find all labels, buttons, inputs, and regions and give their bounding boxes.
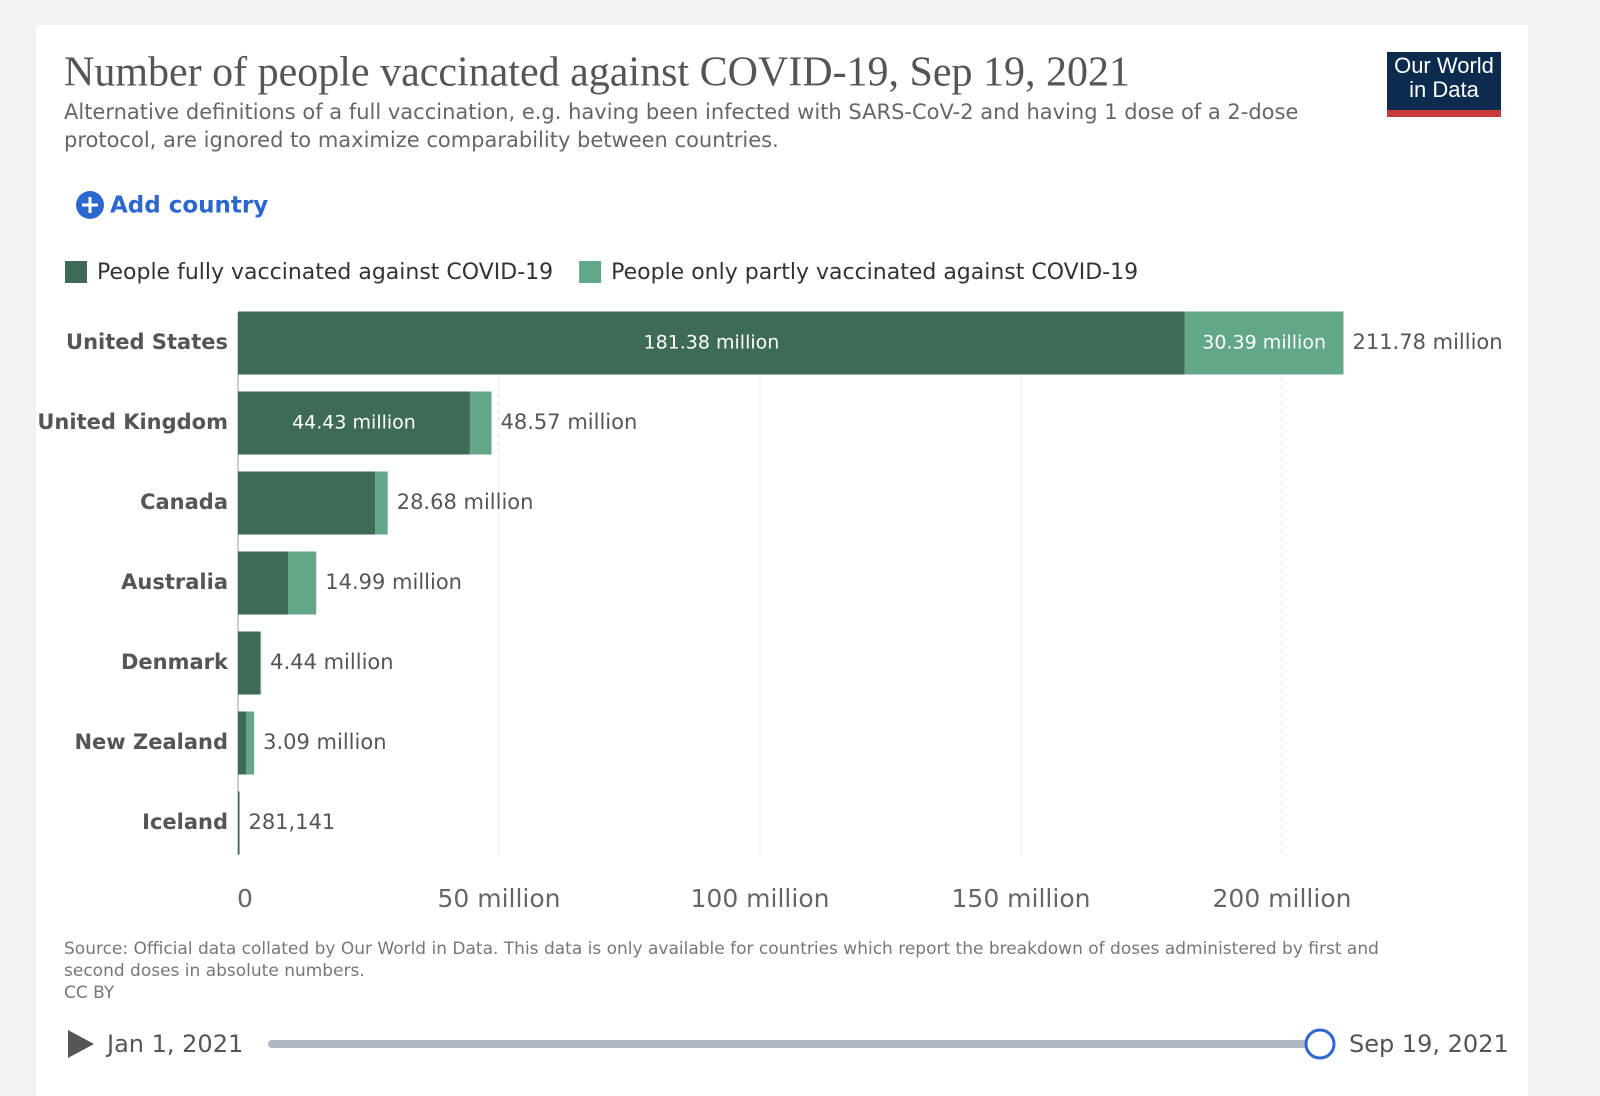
bar-segment — [245, 711, 255, 775]
logo-box: Our World in Data — [1394, 54, 1494, 102]
source-box: Source: Official data collated by Our Wo… — [64, 938, 1424, 1004]
bar-value-label: 181.38 million — [644, 332, 780, 354]
legend-swatch — [65, 261, 87, 283]
total-label: 48.57 million — [501, 410, 638, 434]
logo-text: Our World in Data — [1394, 54, 1494, 102]
y-tick-label: Australia — [121, 570, 228, 594]
total-label: 4.44 million — [270, 650, 393, 674]
bar-segment — [469, 391, 492, 455]
bar-value-label: 30.39 million — [1202, 332, 1326, 354]
timeline-end: Sep 19, 2021 — [1349, 1030, 1509, 1058]
bar-segment — [238, 311, 1185, 375]
legend-label: People only partly vaccinated against CO… — [611, 260, 1138, 285]
chart-subtitle: Alternative definitions of a full vaccin… — [64, 100, 1299, 152]
logo-stripe — [1387, 110, 1501, 117]
x-tick-label: 50 million — [437, 884, 560, 913]
x-tick-label: 150 million — [952, 884, 1091, 913]
timeline-start: Jan 1, 2021 — [105, 1030, 243, 1058]
total-label: 211.78 million — [1352, 330, 1502, 354]
bar-segment — [238, 711, 246, 775]
license: CC BY — [64, 983, 115, 1003]
source-text: Source: Official data collated by Our Wo… — [64, 939, 1379, 981]
add-country-label[interactable]: Add country — [110, 193, 268, 219]
y-tick-label: New Zealand — [74, 730, 228, 754]
total-label: 14.99 million — [325, 570, 462, 594]
bar-segment — [238, 791, 240, 855]
y-tick-label: United States — [66, 330, 228, 354]
bar-segment — [238, 551, 289, 615]
subtitle-box: Alternative definitions of a full vaccin… — [64, 100, 1299, 152]
total-label: 281,141 — [248, 810, 335, 834]
timeline: Jan 1, 2021 Sep 19, 2021 — [68, 1028, 1509, 1060]
chart-title: Number of people vaccinated against COVI… — [64, 50, 1130, 96]
bar-segment — [375, 471, 388, 535]
bar-segment — [238, 391, 470, 455]
bar-segment — [238, 631, 261, 695]
logo-bg — [1387, 52, 1501, 110]
play-button[interactable] — [68, 1030, 94, 1058]
logo[interactable]: Our World in Data — [1387, 52, 1501, 117]
bar-segment — [238, 471, 376, 535]
x-tick-label: 100 million — [691, 884, 830, 913]
x-tick-label: 200 million — [1213, 884, 1352, 913]
bar-segment — [260, 631, 262, 695]
y-tick-label: Denmark — [121, 650, 229, 674]
timeline-track[interactable] — [268, 1040, 1320, 1048]
add-country[interactable]: Add country — [76, 191, 268, 219]
y-tick-label: United Kingdom — [37, 410, 228, 434]
timeline-handle[interactable] — [1304, 1028, 1336, 1060]
total-label: 28.68 million — [397, 490, 534, 514]
y-tick-label: Iceland — [142, 810, 228, 834]
y-tick-label: Canada — [140, 490, 228, 514]
legend-label: People fully vaccinated against COVID-19 — [97, 260, 553, 285]
bar-segment — [288, 551, 317, 615]
total-label: 3.09 million — [263, 730, 386, 754]
bar-value-label: 44.43 million — [292, 412, 416, 434]
x-tick-label: 0 — [237, 884, 253, 913]
add-plus — [82, 197, 98, 213]
source: Source: Official data collated by Our Wo… — [64, 938, 1424, 1004]
bar-segment — [1184, 311, 1344, 375]
plot: People fully vaccinated against COVID-19… — [37, 260, 1502, 913]
legend-swatch — [579, 261, 602, 283]
